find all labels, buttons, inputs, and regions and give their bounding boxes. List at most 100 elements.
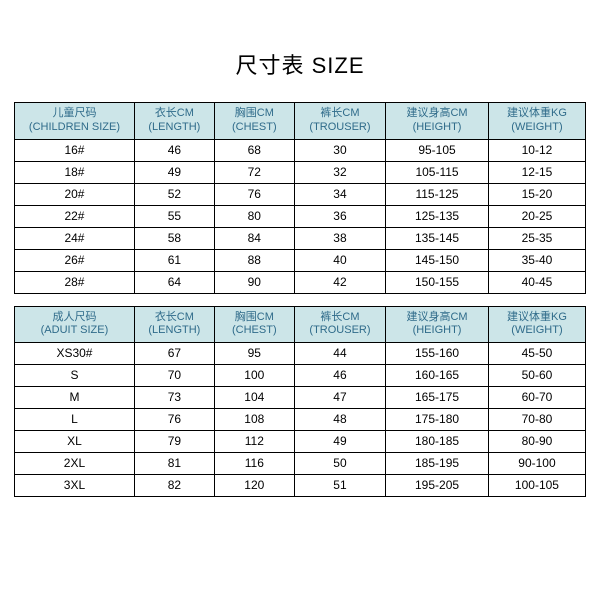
table-cell: 95 xyxy=(214,343,294,365)
page-title: 尺寸表 SIZE xyxy=(14,48,586,80)
table-cell: 180-185 xyxy=(386,431,489,453)
table-cell: 20# xyxy=(15,183,135,205)
table-row: 26#618840145-15035-40 xyxy=(15,249,586,271)
table-cell: 80-90 xyxy=(488,431,585,453)
table-cell: 100 xyxy=(214,365,294,387)
table-cell: 73 xyxy=(134,387,214,409)
table-cell: 26# xyxy=(15,249,135,271)
table-row: 22#558036125-13520-25 xyxy=(15,205,586,227)
table-cell: 49 xyxy=(134,161,214,183)
children-size-table: 儿童尺码(CHILDREN SIZE) 衣长CM(LENGTH) 胸围CM(CH… xyxy=(14,102,586,294)
col-header: 衣长CM(LENGTH) xyxy=(134,306,214,343)
children-tbody: 16#46683095-10510-1218#497232105-11512-1… xyxy=(15,139,586,293)
table-cell: 90-100 xyxy=(488,453,585,475)
table-row: 20#527634115-12515-20 xyxy=(15,183,586,205)
table-cell: 34 xyxy=(294,183,385,205)
table-cell: 165-175 xyxy=(386,387,489,409)
table-cell: 22# xyxy=(15,205,135,227)
table-row: 16#46683095-10510-12 xyxy=(15,139,586,161)
table-spacer xyxy=(14,294,586,306)
table-cell: 145-150 xyxy=(386,249,489,271)
col-header: 儿童尺码(CHILDREN SIZE) xyxy=(15,103,135,140)
col-header: 成人尺码(ADUIT SIZE) xyxy=(15,306,135,343)
col-header: 建议体重KG(WEIGHT) xyxy=(488,103,585,140)
table-cell: 45-50 xyxy=(488,343,585,365)
table-cell: 160-165 xyxy=(386,365,489,387)
table-cell: 16# xyxy=(15,139,135,161)
table-cell: 60-70 xyxy=(488,387,585,409)
table-cell: 195-205 xyxy=(386,475,489,497)
table-cell: 175-180 xyxy=(386,409,489,431)
col-header: 胸围CM(CHEST) xyxy=(214,306,294,343)
table-cell: 50-60 xyxy=(488,365,585,387)
table-cell: 112 xyxy=(214,431,294,453)
table-cell: 40 xyxy=(294,249,385,271)
table-cell: 64 xyxy=(134,271,214,293)
table-cell: 61 xyxy=(134,249,214,271)
table-cell: 12-15 xyxy=(488,161,585,183)
table-cell: 155-160 xyxy=(386,343,489,365)
table-cell: 80 xyxy=(214,205,294,227)
table-cell: 36 xyxy=(294,205,385,227)
table-cell: 38 xyxy=(294,227,385,249)
table-cell: 20-25 xyxy=(488,205,585,227)
table-cell: 46 xyxy=(294,365,385,387)
table-cell: 79 xyxy=(134,431,214,453)
table-cell: 18# xyxy=(15,161,135,183)
table-cell: 70 xyxy=(134,365,214,387)
table-cell: 58 xyxy=(134,227,214,249)
table-cell: 48 xyxy=(294,409,385,431)
table-cell: 42 xyxy=(294,271,385,293)
table-cell: XS30# xyxy=(15,343,135,365)
table-cell: 68 xyxy=(214,139,294,161)
table-cell: 100-105 xyxy=(488,475,585,497)
table-cell: 88 xyxy=(214,249,294,271)
table-cell: 3XL xyxy=(15,475,135,497)
table-row: M7310447165-17560-70 xyxy=(15,387,586,409)
table-cell: 76 xyxy=(214,183,294,205)
table-cell: 44 xyxy=(294,343,385,365)
table-cell: 35-40 xyxy=(488,249,585,271)
table-cell: 52 xyxy=(134,183,214,205)
table-cell: S xyxy=(15,365,135,387)
table-cell: 185-195 xyxy=(386,453,489,475)
table-cell: 84 xyxy=(214,227,294,249)
col-header: 裤长CM(TROUSER) xyxy=(294,306,385,343)
col-header: 建议身高CM(HEIGHT) xyxy=(386,103,489,140)
col-header: 建议体重KG(WEIGHT) xyxy=(488,306,585,343)
table-cell: 30 xyxy=(294,139,385,161)
table-header-row: 儿童尺码(CHILDREN SIZE) 衣长CM(LENGTH) 胸围CM(CH… xyxy=(15,103,586,140)
table-cell: 50 xyxy=(294,453,385,475)
col-header: 裤长CM(TROUSER) xyxy=(294,103,385,140)
table-cell: M xyxy=(15,387,135,409)
table-cell: 72 xyxy=(214,161,294,183)
table-cell: 70-80 xyxy=(488,409,585,431)
table-cell: 81 xyxy=(134,453,214,475)
table-cell: 108 xyxy=(214,409,294,431)
table-cell: 90 xyxy=(214,271,294,293)
table-cell: 47 xyxy=(294,387,385,409)
table-cell: 67 xyxy=(134,343,214,365)
table-row: XL7911249180-18580-90 xyxy=(15,431,586,453)
table-cell: 125-135 xyxy=(386,205,489,227)
col-header: 建议身高CM(HEIGHT) xyxy=(386,306,489,343)
table-cell: 120 xyxy=(214,475,294,497)
table-row: 3XL8212051195-205100-105 xyxy=(15,475,586,497)
table-cell: 51 xyxy=(294,475,385,497)
table-row: 28#649042150-15540-45 xyxy=(15,271,586,293)
col-header: 胸围CM(CHEST) xyxy=(214,103,294,140)
table-cell: 55 xyxy=(134,205,214,227)
table-cell: 49 xyxy=(294,431,385,453)
table-cell: 46 xyxy=(134,139,214,161)
table-cell: 10-12 xyxy=(488,139,585,161)
table-row: 2XL8111650185-19590-100 xyxy=(15,453,586,475)
table-cell: 25-35 xyxy=(488,227,585,249)
table-cell: 40-45 xyxy=(488,271,585,293)
table-header-row: 成人尺码(ADUIT SIZE) 衣长CM(LENGTH) 胸围CM(CHEST… xyxy=(15,306,586,343)
col-header: 衣长CM(LENGTH) xyxy=(134,103,214,140)
table-cell: 150-155 xyxy=(386,271,489,293)
table-row: 18#497232105-11512-15 xyxy=(15,161,586,183)
table-cell: 115-125 xyxy=(386,183,489,205)
table-row: S7010046160-16550-60 xyxy=(15,365,586,387)
table-cell: 2XL xyxy=(15,453,135,475)
